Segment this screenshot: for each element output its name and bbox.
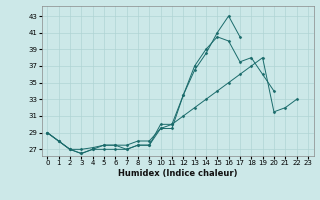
- X-axis label: Humidex (Indice chaleur): Humidex (Indice chaleur): [118, 169, 237, 178]
